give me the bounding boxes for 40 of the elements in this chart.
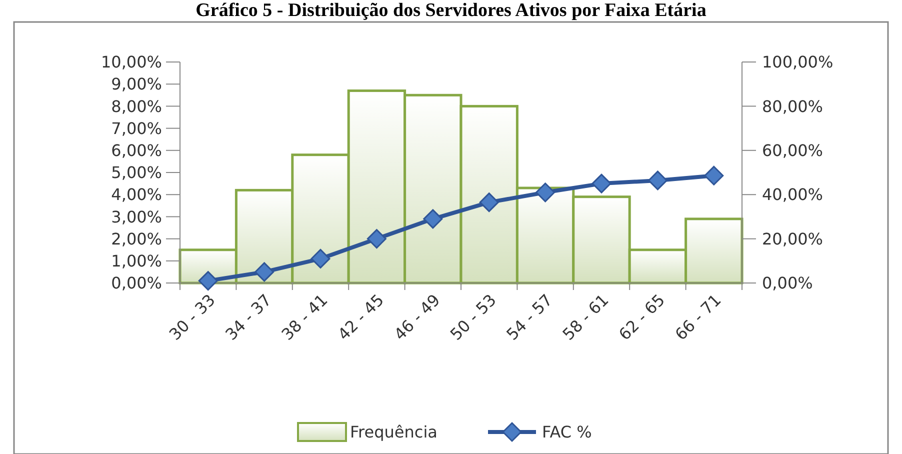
- y-tick-label: 6,00%: [111, 141, 162, 160]
- y-tick-label: 0,00%: [111, 274, 162, 293]
- x-tick-label: 50 - 53: [446, 290, 500, 344]
- point: [479, 192, 499, 212]
- y2-tick-label: 60,00%: [762, 141, 824, 160]
- y2-tick-label: 40,00%: [762, 185, 824, 204]
- y-tick-label: 7,00%: [111, 118, 162, 138]
- y-tick-label: 9,00%: [111, 74, 162, 94]
- y-tick-label: 2,00%: [111, 229, 162, 248]
- y-tick-label: 4,00%: [111, 185, 162, 204]
- point: [310, 248, 330, 268]
- y2-tick-label: 100,00%: [762, 52, 834, 72]
- point: [423, 209, 443, 229]
- y-tick-label: 10,00%: [100, 52, 162, 72]
- legend-label: Frequência: [350, 422, 438, 442]
- x-tick-label: 38 - 41: [278, 290, 332, 344]
- y-tick-label: 8,00%: [111, 96, 162, 116]
- x-tick-label: 30 - 33: [165, 290, 219, 344]
- x-tick-label: 42 - 45: [334, 290, 388, 344]
- y-tick-label: 3,00%: [111, 207, 162, 226]
- x-tick-label: 54 - 57: [502, 290, 556, 344]
- x-tick-label: 62 - 65: [615, 290, 669, 344]
- point: [254, 262, 274, 282]
- x-tick-label: 34 - 37: [222, 290, 276, 344]
- legend-label: FAC %: [542, 422, 592, 442]
- point: [366, 229, 386, 249]
- point: [592, 174, 612, 194]
- x-tick-label: 46 - 49: [390, 290, 444, 344]
- point: [536, 182, 556, 202]
- y2-tick-label: 80,00%: [762, 96, 824, 116]
- x-tick-label: 58 - 61: [558, 290, 612, 344]
- x-tick-label: 66 - 71: [671, 290, 725, 344]
- y-tick-label: 1,00%: [111, 252, 162, 270]
- chart-title: Gráfico 5 - Distribuição dos Servidores Ativos por Faixa Etária: [196, 0, 707, 21]
- y2-tick-label: 0,00%: [762, 274, 813, 293]
- y2-tick-label: 20,00%: [762, 229, 824, 248]
- point: [198, 271, 218, 291]
- point: [648, 170, 668, 190]
- y-tick-label: 5,00%: [111, 163, 162, 182]
- point: [704, 166, 724, 186]
